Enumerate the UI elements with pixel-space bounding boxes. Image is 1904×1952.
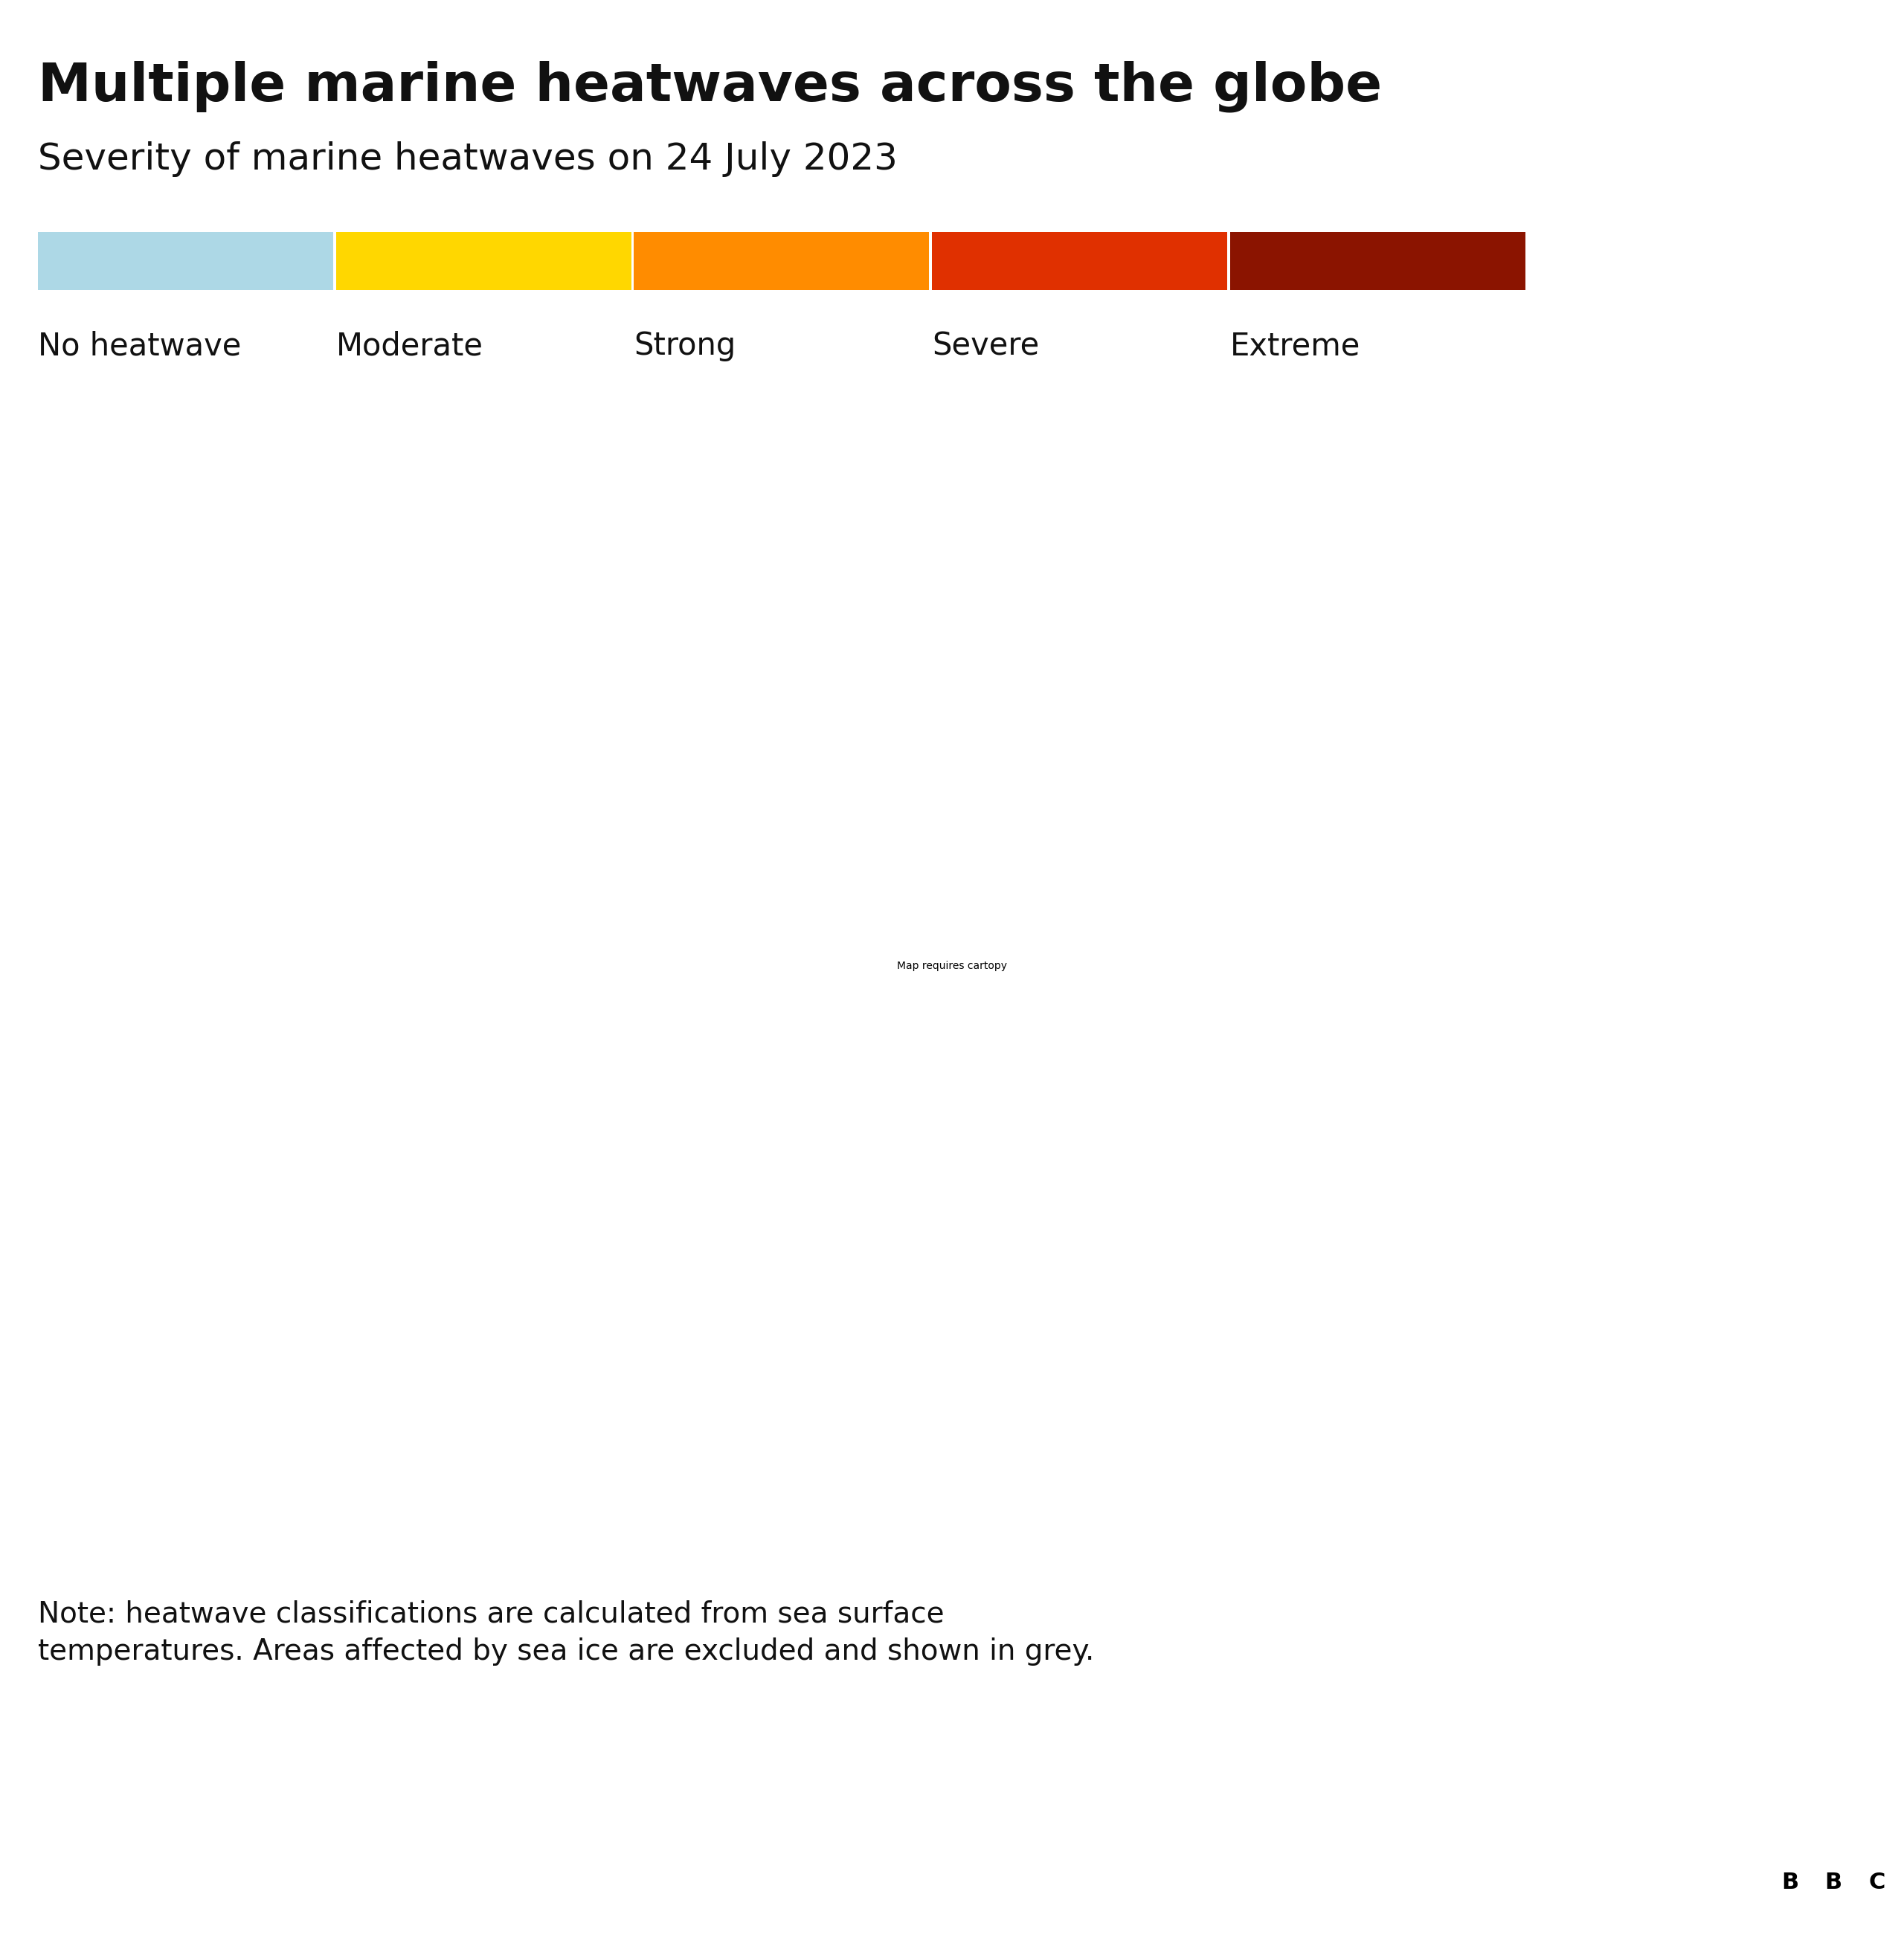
Text: B: B bbox=[1824, 1872, 1843, 1893]
Bar bbox=[634, 232, 929, 289]
Bar bbox=[38, 232, 333, 289]
Text: Moderate: Moderate bbox=[335, 330, 484, 361]
Bar bbox=[933, 232, 1228, 289]
Text: Extreme: Extreme bbox=[1230, 330, 1361, 361]
Bar bbox=[1230, 232, 1525, 289]
Text: Severity of marine heatwaves on 24 July 2023: Severity of marine heatwaves on 24 July … bbox=[38, 141, 899, 178]
Text: Multiple marine heatwaves across the globe: Multiple marine heatwaves across the glo… bbox=[38, 61, 1382, 111]
Bar bbox=[1771, 1833, 1809, 1931]
Text: B: B bbox=[1780, 1872, 1799, 1893]
Bar bbox=[1858, 1833, 1896, 1931]
Bar bbox=[335, 232, 632, 289]
Text: Strong: Strong bbox=[634, 330, 737, 361]
Text: C: C bbox=[1870, 1872, 1885, 1893]
Bar bbox=[1815, 1833, 1853, 1931]
Text: Note: heatwave classifications are calculated from sea surface
temperatures. Are: Note: heatwave classifications are calcu… bbox=[38, 1601, 1095, 1665]
Text: Source: NOAA Coral Reef Watch, reference period 1985 to 2012: Source: NOAA Coral Reef Watch, reference… bbox=[38, 1870, 895, 1895]
Text: Severe: Severe bbox=[933, 330, 1040, 361]
Text: Map requires cartopy: Map requires cartopy bbox=[897, 960, 1007, 972]
Text: No heatwave: No heatwave bbox=[38, 330, 242, 361]
